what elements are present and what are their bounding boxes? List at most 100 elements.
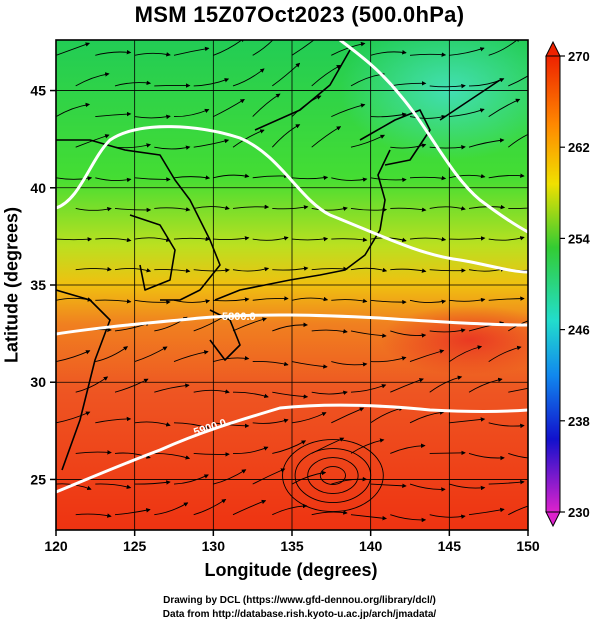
y-tick-label: 40 [30,180,46,196]
contour-label-5800: 5800.0 [222,311,256,323]
streamline [468,452,505,461]
streamline [468,377,503,393]
streamline [232,391,269,399]
streamline [252,40,274,56]
streamline [429,83,466,89]
streamline [468,138,505,148]
streamline [350,514,387,521]
coastline-china-east [56,289,111,471]
streamline [331,103,366,118]
streamline [114,267,152,273]
streamline [429,328,466,333]
streamline [134,346,168,363]
streamline [508,75,528,87]
x-tick-label: 130 [202,538,226,554]
streamline [75,450,112,455]
warm-core-patch [380,305,528,375]
x-axis-label: Longitude (degrees) [204,560,378,580]
streamline [331,41,366,56]
streamline [252,173,289,179]
streamline [311,206,348,211]
streamline [272,266,309,271]
streamline [95,177,132,183]
weather-map-chart: 5800.0 5900.0 120 125 130 135 140 145 150 25 30… [30,39,590,554]
streamline [468,507,505,516]
streamline [508,452,528,459]
streamline [429,375,463,393]
streamline [154,207,191,212]
streamline [272,205,309,210]
streamline [95,416,132,424]
streamline [134,421,171,427]
streamline [173,299,211,304]
colorbar-tick-label: 246 [568,323,590,338]
streamline [291,412,327,424]
streamline [272,440,307,454]
x-tick-label: 145 [438,538,462,554]
streamline [409,483,446,492]
streamline [193,498,227,516]
streamline [331,237,368,242]
coastline-honshu [214,149,391,301]
streamline [134,114,171,120]
streamline [350,330,387,338]
streamline [193,78,230,87]
streamline [114,452,151,459]
y-tick-label: 35 [30,277,46,293]
y-tick-label: 45 [30,83,46,99]
streamline [134,299,171,305]
streamline [114,378,149,393]
streamline [409,52,447,57]
streamline [291,175,329,181]
colorbar-tick-label: 270 [568,49,590,64]
streamline [232,68,265,87]
coastline-russia [254,49,351,131]
streamline [213,297,250,302]
streamline [232,204,270,210]
streamline [370,50,407,56]
coastline-korea-china [56,139,221,301]
streamline [75,266,112,272]
streamline [370,177,407,183]
streamline [429,145,466,150]
x-tick-label: 120 [44,538,68,554]
streamline [508,387,528,393]
streamline [213,422,250,429]
streamline [114,508,151,516]
streamline [154,383,190,393]
streamline [56,411,91,424]
height-contours [56,40,528,494]
streamline [390,443,426,454]
coastline-korean-peninsula [129,214,176,291]
colorbar-ticks: 270 262 254 246 238 230 [560,49,590,520]
streamline [95,49,132,56]
streamline [95,299,132,304]
streamline [449,108,485,118]
streamline [331,407,365,424]
streamline [95,111,132,118]
streamline [370,112,407,118]
x-tick-label: 140 [359,538,383,554]
streamline [173,175,211,180]
streamline [232,446,269,454]
colorbar-gradient [545,55,561,513]
streamline [370,483,407,489]
x-tick-label: 150 [516,538,540,554]
y-tick-label: 25 [30,471,46,487]
streamline [56,237,93,242]
streamline [449,345,483,362]
streamline [154,502,189,516]
streamline [213,469,247,485]
streamline [193,452,230,457]
streamline [429,268,466,273]
streamline [291,236,329,242]
cyclone-swirl [319,466,346,486]
map-plot-area: 5800.0 5900.0 [56,40,528,530]
footer-credit-dcl: Drawing by DCL (https://www.gfd-dennou.o… [163,595,436,606]
streamline [154,452,191,460]
streamline [95,483,132,489]
streamline [173,422,210,430]
streamline [291,470,327,485]
streamline [56,102,91,117]
contour-upper [56,125,528,274]
